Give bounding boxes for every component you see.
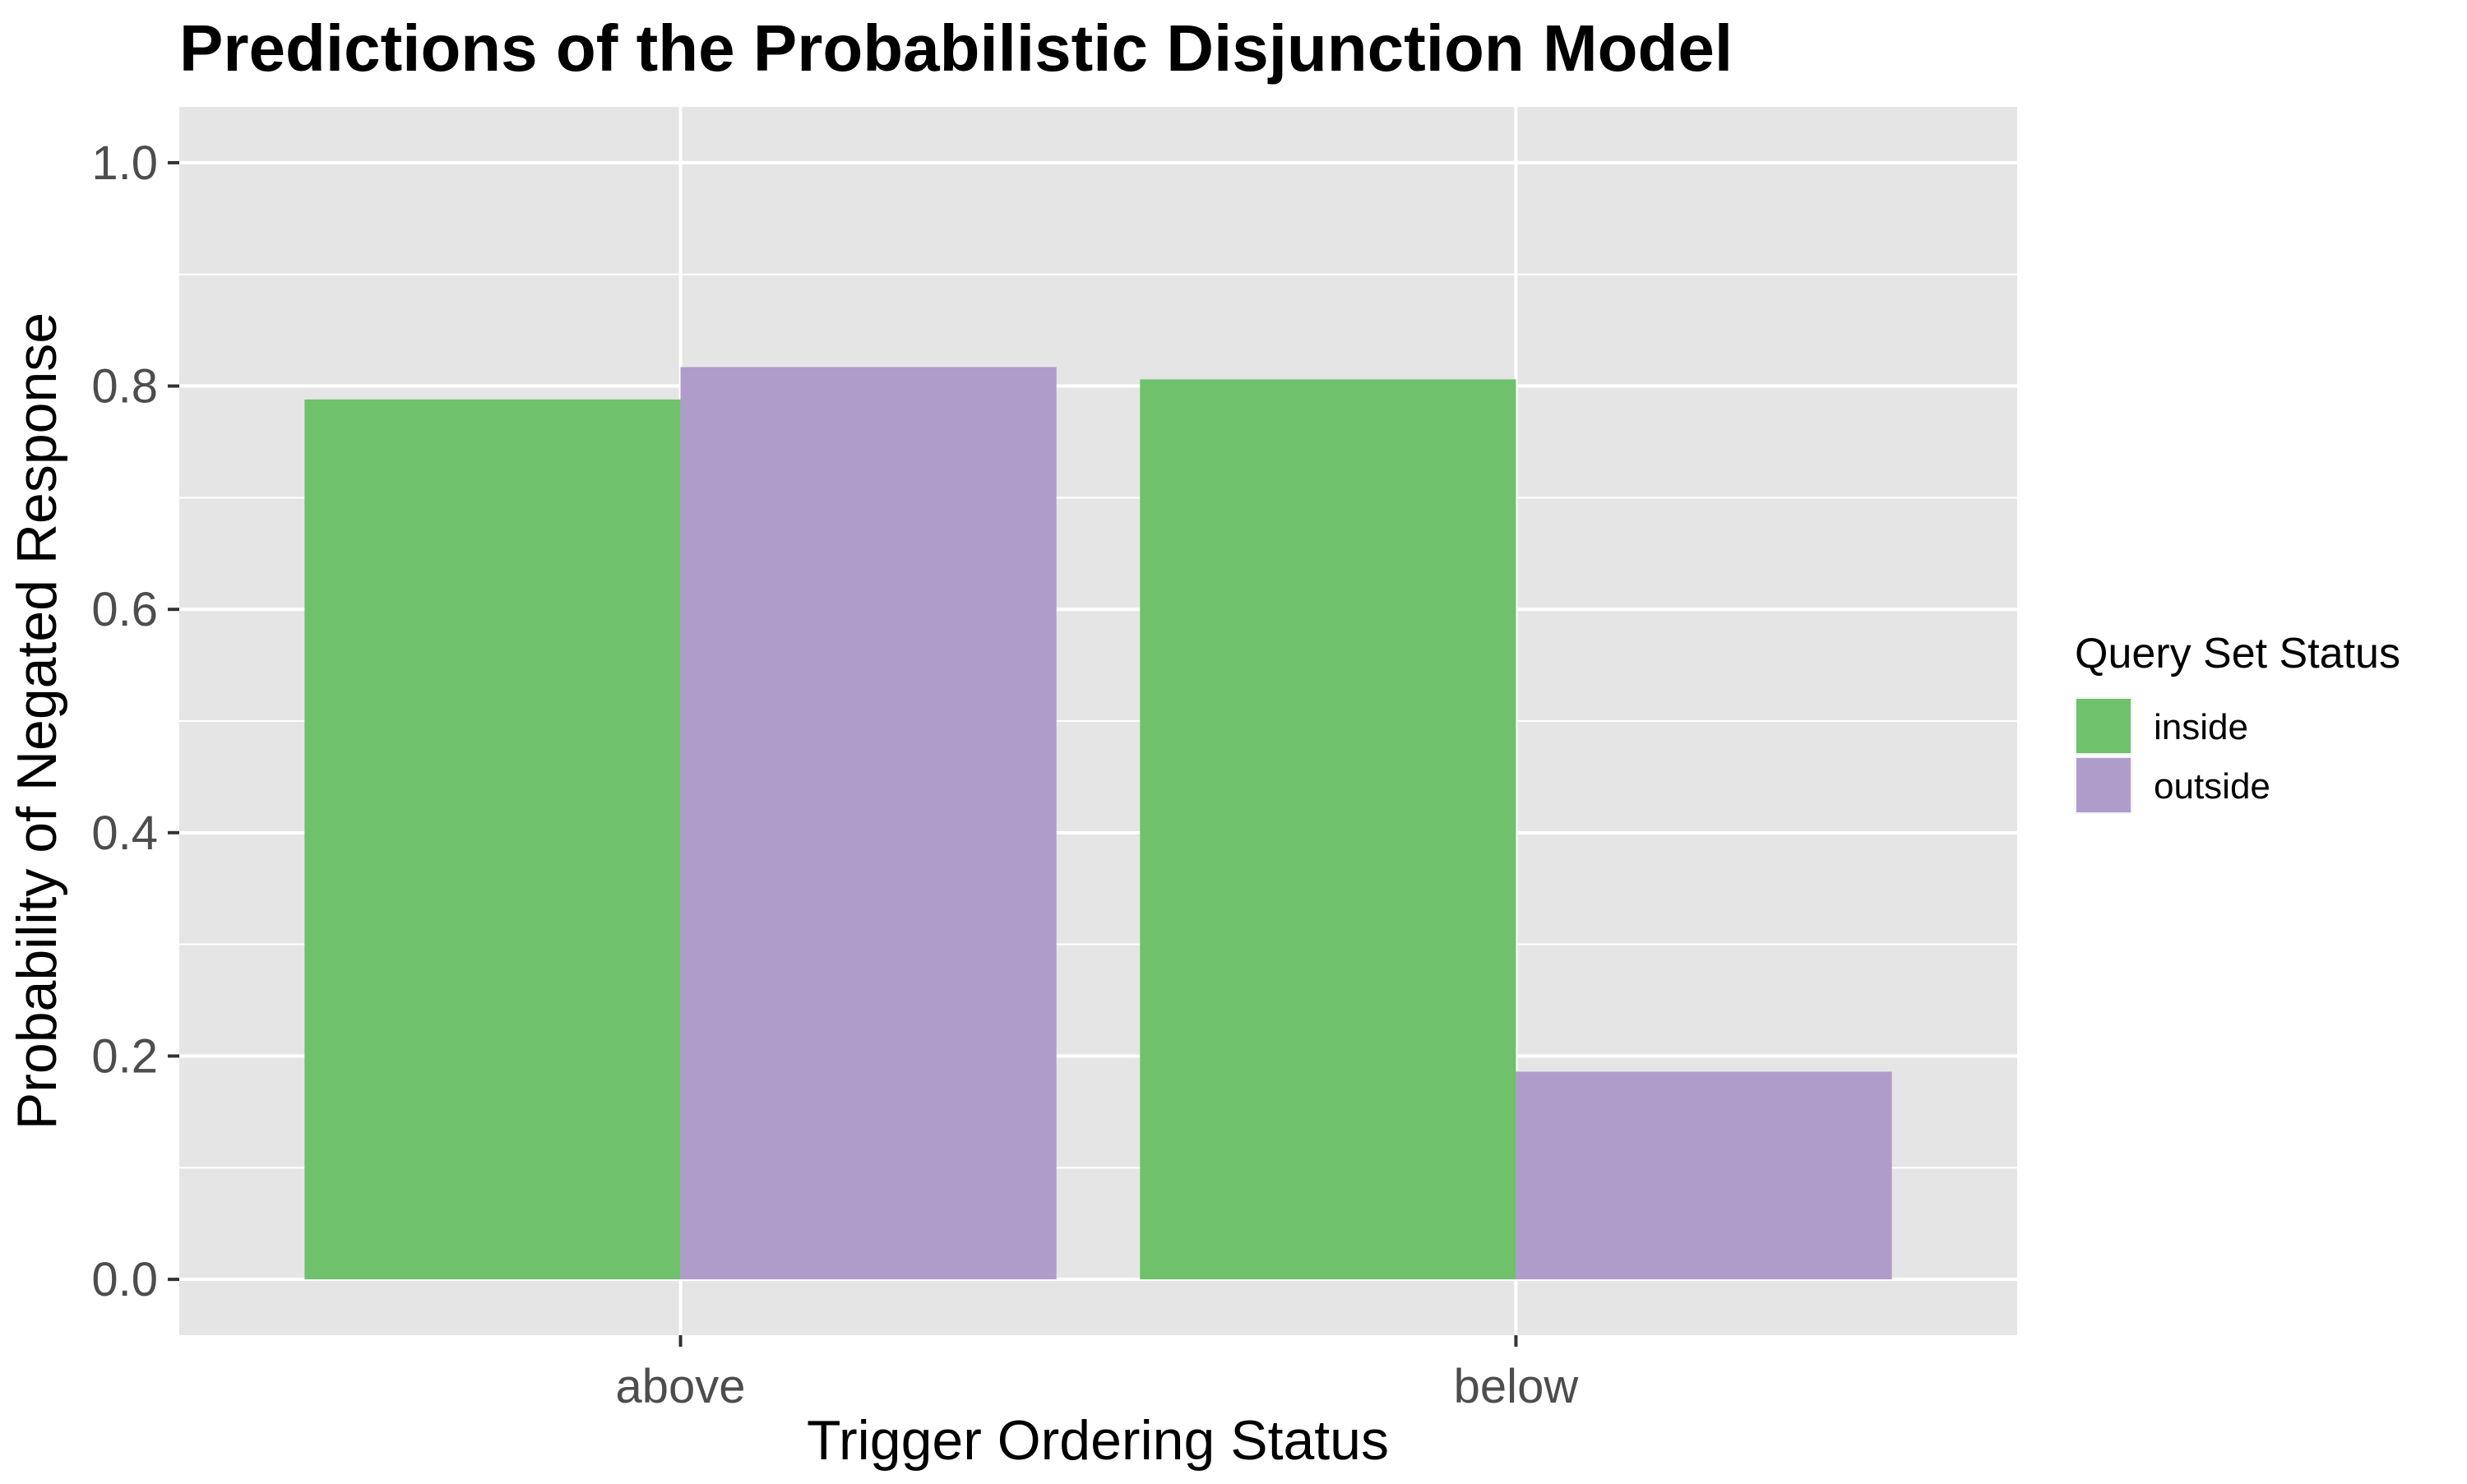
y-axis-title: Probability of Negated Response	[6, 312, 68, 1130]
y-tick-label: 0.6	[91, 583, 158, 636]
legend-key-inside	[2076, 699, 2131, 753]
y-tick-label: 1.0	[91, 136, 158, 190]
x-tick-label: above	[616, 1360, 746, 1413]
legend-label-inside: inside	[2154, 707, 2248, 747]
x-axis-title: Trigger Ordering Status	[807, 1409, 1389, 1472]
bar-outside-below	[1516, 1071, 1892, 1280]
legend: Query Set Status inside outside	[2075, 630, 2400, 814]
legend-items: inside outside	[2075, 697, 2270, 814]
legend-key-outside	[2076, 758, 2131, 812]
y-tick-label: 0.4	[91, 807, 158, 860]
y-tick-label: 0.0	[91, 1253, 158, 1306]
bar-inside-above	[304, 399, 681, 1280]
y-tick-label: 0.8	[91, 360, 158, 414]
bar-outside-above	[680, 367, 1057, 1280]
legend-title: Query Set Status	[2075, 630, 2400, 677]
legend-label-outside: outside	[2154, 766, 2270, 807]
y-tick-label: 0.2	[91, 1029, 158, 1083]
bar-inside-below	[1140, 379, 1516, 1280]
chart-title: Predictions of the Probabilistic Disjunc…	[179, 12, 1733, 85]
bars	[304, 367, 1892, 1280]
x-tick-label: below	[1454, 1360, 1580, 1413]
axes: 0.0 0.2 0.4 0.6 0.8 1.0 above below	[91, 136, 1579, 1413]
